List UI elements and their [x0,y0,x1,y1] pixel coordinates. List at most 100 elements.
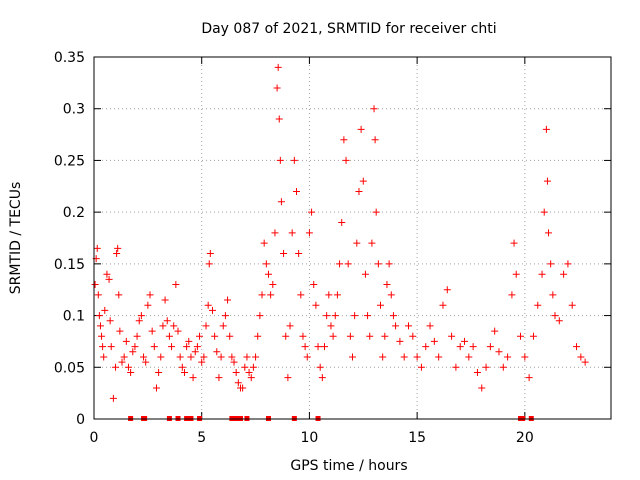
data-point [115,291,123,299]
data-point [282,332,290,340]
y-tick-label: 0.25 [54,153,85,169]
data-point [234,379,242,387]
data-point [174,327,182,335]
data-point [273,84,281,92]
data-point [504,353,512,361]
data-point [512,270,520,278]
data-point [155,368,163,376]
data-point [301,343,309,351]
data-point [224,296,232,304]
data-point [486,343,494,351]
data-point [549,291,557,299]
data-point [314,343,322,351]
data-point [374,260,382,268]
data-point [329,332,337,340]
data-point [370,105,378,113]
data-point [185,337,193,345]
data-point [387,291,395,299]
data-point [383,281,391,289]
data-point [564,260,572,268]
data-point [295,250,303,258]
data-point [538,270,546,278]
data-point [364,312,372,320]
data-point [230,358,238,366]
data-point [252,353,260,361]
data-point [101,306,109,314]
data-point [381,332,389,340]
x-tick-label: 0 [90,430,99,446]
data-point [555,317,563,325]
x-tick-label: 20 [516,430,534,446]
data-point [112,363,120,371]
data-point [342,156,350,164]
data-point [333,291,341,299]
data-point [534,301,542,309]
data-point [325,291,333,299]
data-point [161,296,169,304]
data-point [297,291,305,299]
data-point [521,353,529,361]
data-point [113,250,121,258]
data-point [529,332,537,340]
data-point [456,343,464,351]
data-point [243,353,251,361]
data-point [312,301,320,309]
data-point [277,198,285,206]
data-point [517,332,525,340]
data-point [305,229,313,237]
data-point [366,332,374,340]
data-point [226,332,234,340]
data-point [221,312,229,320]
data-point [271,229,279,237]
data-point [560,270,568,278]
data-point [176,353,184,361]
data-point [148,327,156,335]
data-point [568,301,576,309]
data-point [142,358,150,366]
data-point [351,312,359,320]
data-point [357,125,365,133]
data-point [100,353,108,361]
data-point [241,363,249,371]
data-point [217,353,225,361]
data-point [443,286,451,294]
data-point [131,343,139,351]
data-point [392,322,400,330]
data-point [346,332,354,340]
data-point [187,353,195,361]
data-point [163,317,171,325]
data-point [116,327,124,335]
data-point [157,353,165,361]
data-point [292,187,300,195]
data-point [189,374,197,382]
data-point [327,322,335,330]
data-point [137,312,145,320]
data-point [310,281,318,289]
data-point [543,177,551,185]
data-point [95,312,103,320]
data-point [193,343,201,351]
data-point [172,281,180,289]
data-point [577,353,585,361]
data-point [372,208,380,216]
data-point [316,363,324,371]
data-point [103,270,111,278]
data-point [247,374,255,382]
y-tick-label: 0.35 [54,50,85,66]
data-point [105,275,113,283]
data-point [178,363,186,371]
data-point [491,327,499,335]
data-point [205,260,213,268]
data-point [124,363,132,371]
data-point [540,208,548,216]
data-point [202,322,210,330]
data-point [542,125,550,133]
data-point [473,368,481,376]
data-point [323,312,331,320]
data-point [204,301,212,309]
ticks: 0 0.05 0.1 0.15 0.2 0.25 0.3 0.35 0 5 10 15 20 [54,50,611,446]
data-point [94,291,102,299]
data-point [349,353,356,361]
data-point [93,244,101,252]
data-point [165,332,173,340]
